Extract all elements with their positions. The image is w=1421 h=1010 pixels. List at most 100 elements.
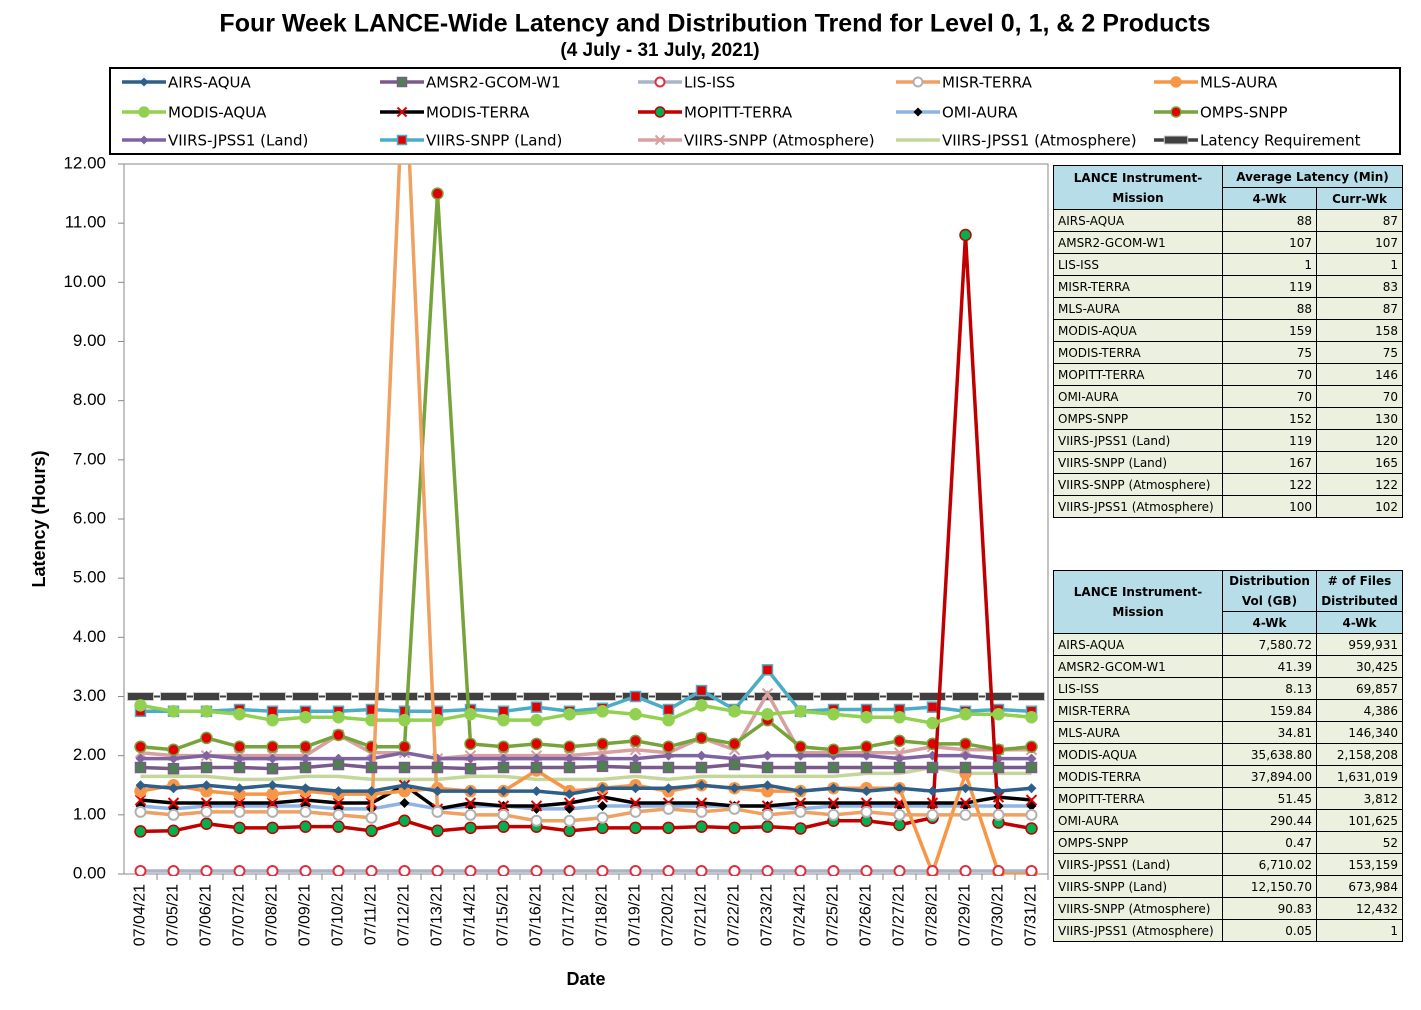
marker xyxy=(794,740,807,754)
marker xyxy=(431,824,444,838)
x-tick-label: 07/23/21 xyxy=(759,884,776,946)
marker xyxy=(992,708,1005,721)
marker xyxy=(662,865,675,876)
table-row: 4-Wk Curr-Wk xyxy=(1054,187,1403,210)
marker xyxy=(761,708,774,721)
marker xyxy=(167,762,180,775)
table-cell: 52 xyxy=(1316,831,1403,854)
marker xyxy=(399,798,410,808)
chart-title: Four Week LANCE-Wide Latency and Distrib… xyxy=(219,10,1210,38)
marker xyxy=(300,783,311,794)
marker xyxy=(299,865,312,876)
marker xyxy=(596,865,609,876)
y-tick-label: 11.00 xyxy=(65,213,106,232)
marker xyxy=(332,797,345,809)
table-cell: 1 xyxy=(1222,253,1317,276)
marker xyxy=(596,737,609,751)
marker xyxy=(992,791,1005,803)
marker xyxy=(1018,692,1045,701)
marker xyxy=(398,761,411,774)
table-cell: 88 xyxy=(1222,297,1317,320)
marker xyxy=(160,692,187,701)
table-cell: MLS-AURA xyxy=(1053,297,1223,320)
marker xyxy=(325,692,352,701)
marker xyxy=(497,713,510,727)
marker xyxy=(530,814,543,827)
x-tick-label: 07/31/21 xyxy=(1023,884,1040,946)
legend-marker xyxy=(1163,135,1189,145)
marker xyxy=(596,747,609,759)
marker xyxy=(596,760,609,773)
marker xyxy=(926,716,939,730)
table-cell: AIRS-AQUA xyxy=(1053,633,1223,656)
table-cell: MODIS-TERRA xyxy=(1053,341,1223,364)
marker xyxy=(728,802,741,815)
table-row: AMSR2-GCOM-W1 107 107 xyxy=(1053,231,1403,254)
table-cell: LIS-ISS xyxy=(1053,253,1223,276)
marker xyxy=(761,808,774,821)
marker xyxy=(729,783,740,794)
x-tick-label: 07/27/21 xyxy=(891,884,908,946)
marker xyxy=(695,761,708,774)
table-cell: 158 xyxy=(1316,319,1403,342)
legend-marker xyxy=(139,77,149,87)
marker xyxy=(860,740,873,754)
marker xyxy=(1025,794,1038,806)
x-tick-label: 07/16/21 xyxy=(528,884,545,946)
table-cell: 2,158,208 xyxy=(1316,743,1403,766)
table-cell: 1 xyxy=(1316,253,1403,276)
marker xyxy=(853,692,880,701)
marker xyxy=(597,800,608,811)
table-cell: 8.13 xyxy=(1222,677,1317,700)
table-cell: 102 xyxy=(1316,495,1403,518)
legend-label: MODIS-TERRA xyxy=(426,104,530,122)
table-cell: 3,812 xyxy=(1316,787,1403,810)
x-tick-label: 07/29/21 xyxy=(957,884,974,946)
marker xyxy=(860,865,873,876)
marker xyxy=(926,701,939,713)
marker xyxy=(985,692,1012,701)
marker xyxy=(893,710,906,724)
series-line xyxy=(140,234,1032,834)
marker xyxy=(1025,822,1038,835)
legend-marker xyxy=(396,106,408,118)
marker xyxy=(564,753,575,764)
marker xyxy=(556,692,583,701)
table-cell: LIS-ISS xyxy=(1053,677,1223,700)
y-tick-label: 9.00 xyxy=(73,331,106,350)
table-cell: 7,580.72 xyxy=(1222,633,1317,656)
x-tick-label: 07/14/21 xyxy=(462,884,479,946)
marker xyxy=(266,787,279,801)
table-cell: 70 xyxy=(1222,363,1317,386)
marker xyxy=(464,865,477,876)
marker xyxy=(134,699,147,712)
marker xyxy=(497,820,510,833)
marker xyxy=(332,758,345,771)
marker xyxy=(200,865,213,876)
table-cell: 290.44 xyxy=(1222,809,1317,832)
table-row: 4-Wk 4-Wk xyxy=(1054,611,1403,634)
table-cell: MOPITT-TERRA xyxy=(1053,787,1223,810)
table-cell: 30,425 xyxy=(1316,655,1403,678)
marker xyxy=(530,737,543,751)
marker xyxy=(490,692,517,701)
legend-marker xyxy=(138,106,150,118)
marker xyxy=(662,761,675,774)
marker xyxy=(794,705,807,718)
y-tick-label: 10.00 xyxy=(63,272,106,291)
table-row: OMPS-SNPP 0.47 52 xyxy=(1053,831,1403,854)
marker xyxy=(860,761,873,774)
marker xyxy=(530,701,543,713)
marker xyxy=(630,783,641,794)
marker xyxy=(523,692,550,701)
table-cell: 90.83 xyxy=(1222,897,1317,920)
table-row: MISR-TERRA 159.84 4,386 xyxy=(1053,699,1403,722)
marker xyxy=(993,786,1004,797)
marker xyxy=(168,783,179,794)
table-cell: 4-Wk xyxy=(1222,187,1317,210)
marker xyxy=(332,865,345,876)
table-cell: 130 xyxy=(1316,407,1403,430)
marker xyxy=(267,780,278,791)
series-line xyxy=(140,762,1032,771)
table-cell: OMPS-SNPP xyxy=(1053,831,1223,854)
